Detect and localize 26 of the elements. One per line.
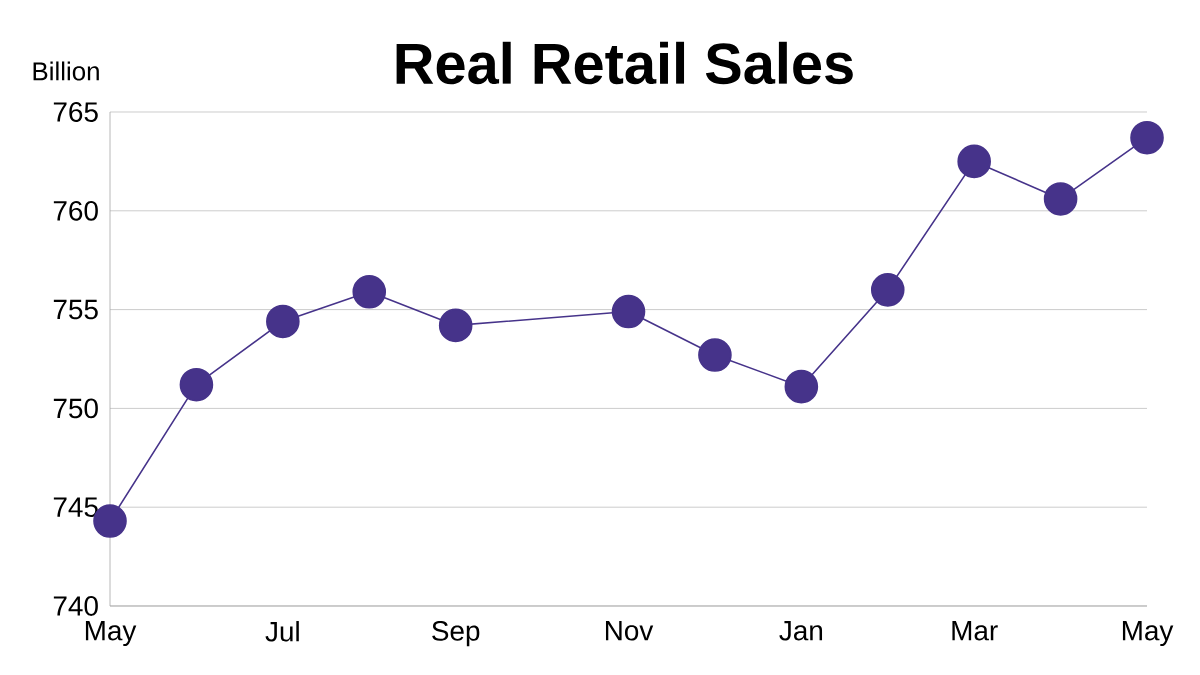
chart-title: Real Retail Sales xyxy=(396,41,853,85)
x-tick-label: May xyxy=(85,621,137,647)
x-tick-label: Mar xyxy=(952,621,998,641)
point xyxy=(1043,182,1078,216)
point xyxy=(352,275,387,309)
y-axis-title: Billion xyxy=(33,61,99,81)
point xyxy=(266,304,300,339)
x-tick-label: Jan xyxy=(779,621,823,641)
point xyxy=(438,308,473,343)
x-tick-label: May xyxy=(1122,621,1174,647)
y-tick-label: 760 xyxy=(53,200,98,221)
y-tick-label: 740 xyxy=(53,596,98,616)
y-tick-label: 745 xyxy=(53,497,98,517)
x-tick-label: Jul xyxy=(265,621,299,642)
point xyxy=(698,338,732,372)
point xyxy=(611,294,646,329)
point xyxy=(784,369,819,404)
x-tick-label: Sep xyxy=(432,621,480,647)
point xyxy=(1130,120,1164,155)
y-tick-label: 765 xyxy=(53,102,98,122)
point xyxy=(179,367,214,402)
y-tick-label: 755 xyxy=(53,299,98,320)
point xyxy=(870,273,905,307)
point xyxy=(957,144,991,179)
x-tick-label: Nov xyxy=(605,621,654,641)
y-tick-label: 750 xyxy=(53,398,98,419)
